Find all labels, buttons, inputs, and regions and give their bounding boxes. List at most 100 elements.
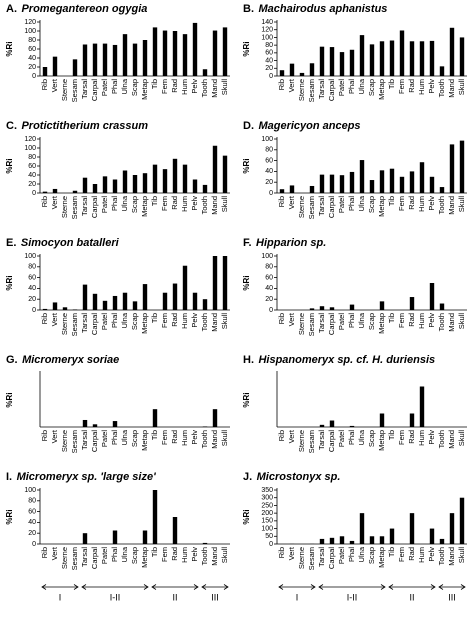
x-tick-label: Rad [407,547,416,561]
bar [122,170,128,193]
bar [349,171,355,193]
x-tick-label: Scap [130,79,139,96]
bar [339,175,345,193]
x-tick-label: Mand [210,79,219,98]
x-tick-label: Pelv [190,547,199,562]
x-tick-label: Tib [150,547,159,557]
x-tick-label: Sesam [70,430,79,453]
y-tick-label: 50 [265,533,273,540]
x-tick-label: Carpal [327,79,336,101]
bar [112,295,118,310]
x-tick-label: Phal [347,196,356,211]
x-tick-label: Carpal [327,547,336,569]
x-tick-label: Sterne [297,196,306,218]
y-tick-label: 20 [265,296,273,303]
bar [349,540,355,544]
bar [319,424,325,427]
x-tick-label: Tarsal [317,547,326,567]
panel-label: D. [243,120,254,132]
y-axis-label: %Ri [242,392,251,407]
x-tick-label: Patel [337,430,346,447]
panel-label: E. [6,237,16,249]
bar [379,301,385,310]
y-tick-label: 40 [265,285,273,292]
x-tick-label: Carpal [90,196,99,218]
bar [439,538,445,544]
y-tick-label: 0 [269,541,273,548]
x-tick-label: Scap [367,196,376,213]
bar [349,49,355,76]
x-tick-label: Rib [40,430,49,441]
y-axis-label: %Ri [5,509,14,524]
bar [42,67,48,76]
bar [359,160,365,193]
arrow-head [223,584,229,590]
bar [299,72,305,76]
x-tick-label: Ulna [357,78,366,94]
bar [112,421,118,427]
y-tick-label: 150 [261,518,273,525]
bar [92,43,98,76]
x-tick-label: Mand [447,547,456,566]
x-tick-label: Skull [457,79,466,96]
group-label: III [448,592,456,602]
x-tick-label: Phal [347,313,356,328]
arrow-head [460,584,466,590]
x-tick-label: Fem [160,79,169,94]
bar [309,63,315,76]
panel-name: Hipparion sp. [256,237,326,249]
x-tick-label: Tarsal [80,547,89,567]
x-tick-label: Fem [160,196,169,211]
x-tick-label: Hum [417,313,426,329]
x-tick-label: Metap [377,547,386,568]
arrow-head [73,584,79,590]
x-tick-label: Scap [367,313,376,330]
bar [409,413,415,427]
x-tick-label: Skull [220,79,229,96]
x-tick-label: Scap [367,79,376,96]
arrow-head [318,584,324,590]
bar [92,293,98,310]
x-tick-label: Patel [337,547,346,564]
panel-title: A. Promegantereon ogygia [6,0,147,17]
x-tick-label: Scap [130,430,139,447]
x-tick-label: Hum [180,196,189,212]
bar [172,31,178,76]
bar [459,140,465,193]
x-tick-label: Sesam [70,196,79,219]
bar [429,40,435,76]
x-tick-label: Carpal [90,547,99,569]
x-tick-label: Rad [170,430,179,444]
x-tick-label: Tarsal [80,430,89,450]
bar [222,27,228,76]
x-tick-label: Rib [40,79,49,90]
x-tick-label: Metap [377,313,386,334]
bar [399,30,405,76]
panel-label: G. [6,354,18,366]
bar [429,283,435,310]
bar [429,176,435,193]
bar [369,536,375,544]
bar [112,44,118,76]
y-tick-label: 100 [24,28,36,35]
panel-name: Magericyon anceps [258,120,360,132]
bar [112,530,118,544]
bar [182,164,188,193]
x-tick-label: Vert [287,546,296,560]
x-tick-label: Carpal [327,430,336,452]
x-tick-label: Fem [397,196,406,211]
bar [329,47,335,76]
x-tick-label: Rad [170,313,179,327]
arrow-head [193,584,199,590]
x-tick-label: Ulna [120,78,129,94]
y-axis-label: %Ri [5,41,14,56]
bar [319,46,325,76]
x-tick-label: Phal [110,313,119,328]
x-tick-label: Ulna [120,546,129,562]
x-tick-label: Rad [170,547,179,561]
bar [202,542,208,544]
arrow-head [430,584,436,590]
x-tick-label: Rib [277,196,286,207]
x-tick-label: Sterne [60,79,69,101]
x-tick-label: Rib [40,196,49,207]
